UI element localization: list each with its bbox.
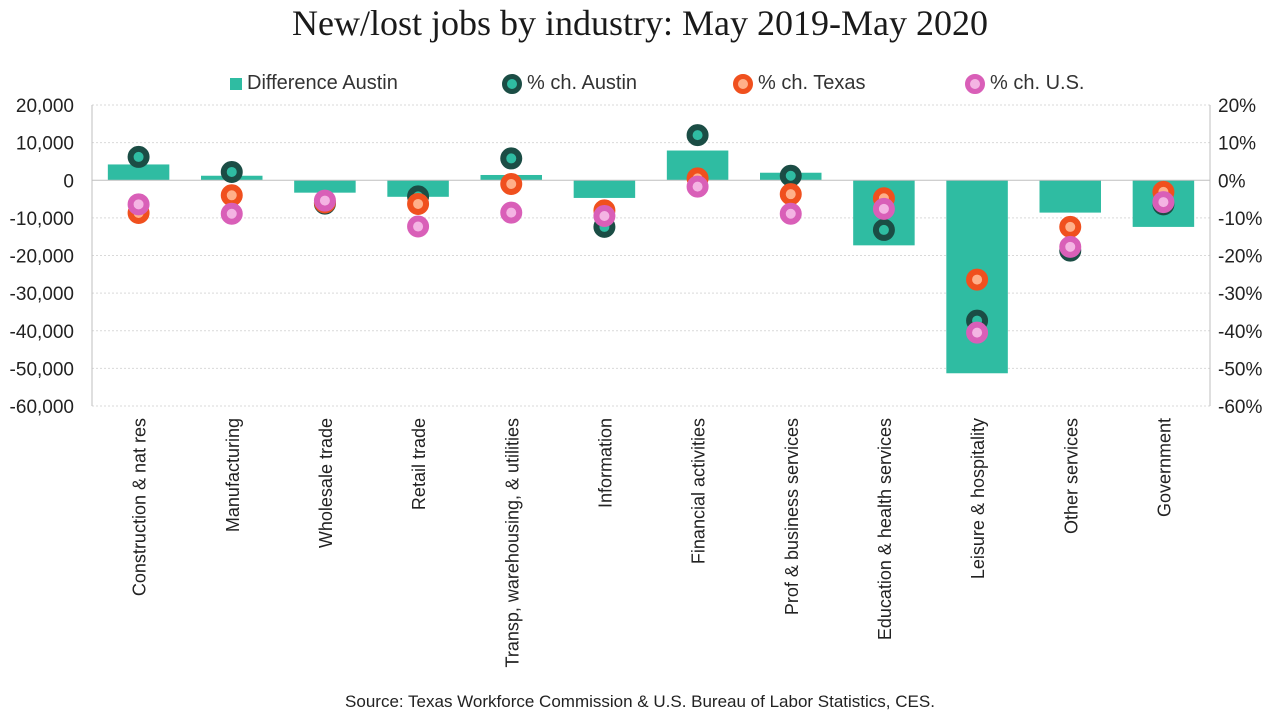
- x-category-label: Information: [595, 418, 615, 508]
- marker-austin: [220, 160, 243, 183]
- marker-austin: [686, 124, 709, 147]
- marker-us: [872, 197, 895, 220]
- legend-label-us: % ch. U.S.: [990, 72, 1085, 94]
- y-left-tick-label: -60,000: [10, 397, 74, 418]
- y-left-tick-label: -10,000: [10, 209, 74, 230]
- marker-us: [500, 201, 523, 224]
- y-right-tick-label: 20%: [1218, 96, 1256, 117]
- x-category-label: Leisure & hospitality: [968, 418, 988, 579]
- x-category-label: Wholesale trade: [316, 418, 336, 548]
- bar-difference-austin: [107, 164, 170, 181]
- marker-us: [127, 193, 150, 216]
- y-right-tick-label: -60%: [1218, 397, 1262, 418]
- marker-austin: [127, 145, 150, 168]
- y-right-tick-label: -20%: [1218, 247, 1262, 268]
- x-category-label: Transp, warehousing, & utilities: [502, 418, 522, 667]
- y-right-tick-label: -10%: [1218, 209, 1262, 230]
- source-note: Source: Texas Workforce Commission & U.S…: [345, 692, 935, 711]
- x-category-label: Financial activities: [689, 418, 709, 564]
- legend-label-difference-austin: Difference Austin: [247, 72, 398, 94]
- legend-us-marker: [965, 73, 985, 94]
- marker-texas: [407, 192, 430, 215]
- legend-texas-marker: [733, 73, 753, 94]
- y-left-tick-label: -40,000: [10, 322, 74, 343]
- marker-us: [220, 202, 243, 225]
- legend-austin-marker: [502, 73, 522, 94]
- x-category-label: Education & health services: [875, 418, 895, 640]
- legend-label-texas: % ch. Texas: [758, 72, 866, 94]
- y-right-tick-label: -40%: [1218, 322, 1262, 343]
- y-right-tick-label: -50%: [1218, 359, 1262, 380]
- legend-item-difference-austin: Difference Austin: [230, 72, 398, 95]
- marker-texas: [779, 183, 802, 206]
- legend-item-us: % ch. U.S.: [965, 72, 1084, 95]
- y-right-tick-label: -30%: [1218, 284, 1262, 305]
- bar-difference-austin: [294, 180, 356, 193]
- marker-texas: [1059, 215, 1082, 238]
- marker-austin: [779, 164, 802, 187]
- marker-us: [313, 189, 336, 212]
- chart-legend: Difference Austin % ch. Austin % ch. Tex…: [0, 70, 1280, 98]
- marker-us: [593, 204, 616, 227]
- marker-us: [1059, 235, 1082, 258]
- marker-us: [779, 202, 802, 225]
- marker-us: [686, 175, 709, 198]
- y-left-tick-label: 20,000: [16, 96, 74, 117]
- y-left-tick-label: -30,000: [10, 284, 74, 305]
- marker-texas: [220, 184, 243, 207]
- legend-bar-swatch: [230, 77, 242, 90]
- y-left-tick-label: 0: [63, 171, 74, 192]
- y-left-tick-label: 10,000: [16, 134, 74, 155]
- x-category-label: Manufacturing: [223, 418, 243, 532]
- x-category-label: Construction & nat res: [130, 418, 150, 596]
- marker-austin: [500, 147, 523, 170]
- y-right-tick-label: 10%: [1218, 134, 1256, 155]
- chart-title: New/lost jobs by industry: May 2019-May …: [292, 3, 988, 43]
- y-left-tick-label: -50,000: [10, 359, 74, 380]
- marker-us: [407, 215, 430, 238]
- marker-austin: [872, 218, 895, 241]
- marker-us: [1152, 191, 1175, 214]
- x-category-label: Prof & business services: [782, 418, 802, 615]
- y-left-tick-label: -20,000: [10, 247, 74, 268]
- legend-item-austin: % ch. Austin: [502, 72, 637, 95]
- x-category-label: Other services: [1061, 418, 1081, 534]
- bar-difference-austin: [1039, 180, 1101, 213]
- marker-us: [966, 321, 989, 344]
- legend-item-texas: % ch. Texas: [733, 72, 865, 95]
- x-category-label: Government: [1154, 418, 1174, 517]
- bar-difference-austin: [573, 180, 636, 198]
- y-right-tick-label: 0%: [1218, 171, 1246, 192]
- marker-texas: [500, 173, 523, 196]
- legend-label-austin: % ch. Austin: [527, 72, 638, 94]
- marker-texas: [966, 268, 989, 291]
- x-category-label: Retail trade: [409, 418, 429, 510]
